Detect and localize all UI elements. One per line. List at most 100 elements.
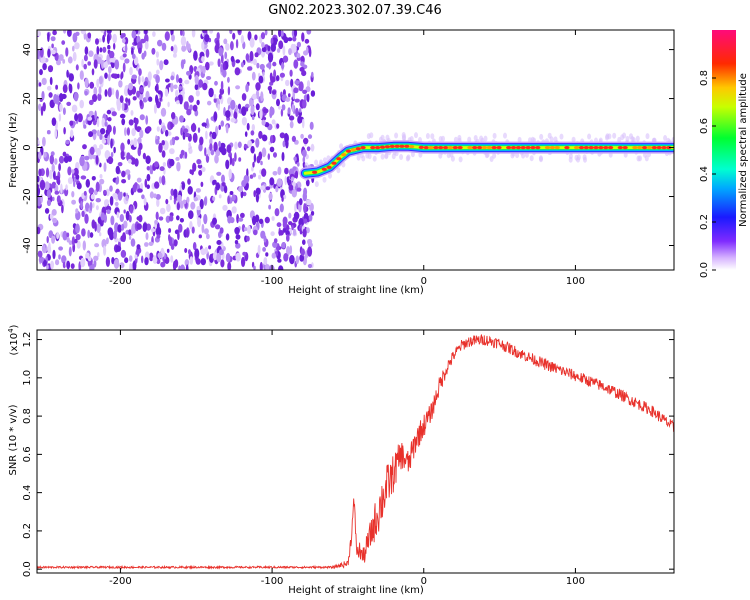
- noise-speckle: [216, 32, 220, 41]
- noise-speckle: [130, 157, 136, 165]
- noise-speckle: [245, 107, 249, 112]
- noise-speckle: [289, 69, 293, 77]
- noise-speckle: [104, 199, 109, 207]
- noise-speckle: [191, 226, 195, 234]
- noise-speckle: [122, 53, 127, 58]
- noise-speckle: [138, 142, 143, 150]
- ridge-peak: [549, 146, 556, 150]
- noise-speckle: [43, 259, 47, 267]
- noise-speckle: [259, 109, 263, 120]
- ridge-peak: [515, 146, 522, 150]
- noise-speckle: [55, 259, 60, 266]
- noise-speckle: [156, 222, 160, 230]
- noise-speckle: [105, 129, 109, 135]
- noise-speckle: [109, 196, 114, 206]
- noise-speckle: [202, 65, 206, 74]
- colorbar-tick-label: 0.6: [699, 118, 710, 134]
- noise-speckle: [170, 122, 174, 130]
- noise-speckle: [80, 200, 83, 210]
- noise-speckle: [281, 151, 285, 162]
- ridge-halo: [458, 156, 463, 163]
- noise-speckle: [280, 108, 284, 117]
- noise-speckle: [231, 157, 235, 167]
- noise-speckle: [122, 62, 126, 73]
- noise-speckle: [227, 86, 231, 96]
- noise-speckle: [120, 235, 126, 242]
- noise-speckle: [172, 53, 177, 58]
- noise-speckle: [309, 121, 314, 130]
- noise-speckle: [83, 124, 87, 129]
- noise-speckle: [196, 206, 201, 211]
- ridge-peak: [578, 146, 585, 150]
- colorbar-tick-label: 0.2: [699, 214, 710, 230]
- noise-speckle: [82, 144, 87, 150]
- noise-speckle: [128, 235, 132, 240]
- noise-speckle: [220, 80, 224, 91]
- noise-speckle: [126, 152, 131, 162]
- noise-speckle: [244, 103, 250, 109]
- noise-speckle: [89, 266, 94, 270]
- noise-speckle: [213, 141, 218, 153]
- noise-speckle: [276, 48, 281, 53]
- noise-speckle: [63, 127, 66, 135]
- noise-speckle: [262, 71, 265, 76]
- noise-speckle: [165, 78, 170, 83]
- noise-speckle: [89, 146, 95, 155]
- noise-speckle: [70, 129, 74, 138]
- noise-speckle: [230, 41, 234, 51]
- noise-speckle: [62, 59, 66, 64]
- noise-speckle: [141, 76, 145, 83]
- noise-speckle: [234, 141, 238, 150]
- noise-speckle: [76, 240, 81, 249]
- noise-speckle: [286, 234, 290, 242]
- noise-speckle: [279, 132, 286, 139]
- noise-speckle: [103, 162, 107, 173]
- noise-speckle: [178, 77, 183, 84]
- snr-x-axis-label: Height of straight line (km): [288, 585, 424, 596]
- noise-speckle: [197, 127, 201, 133]
- ridge-peak: [467, 146, 473, 150]
- noise-speckle: [154, 181, 160, 189]
- noise-speckle: [50, 36, 56, 42]
- noise-speckle: [127, 173, 131, 181]
- noise-speckle: [213, 111, 218, 122]
- noise-speckle: [291, 43, 297, 53]
- ridge-halo: [576, 156, 580, 163]
- noise-speckle: [269, 146, 275, 153]
- noise-speckle: [38, 82, 42, 87]
- noise-speckle: [199, 79, 204, 87]
- noise-speckle: [261, 46, 267, 53]
- colorbar-tick-label: 0.8: [699, 70, 710, 86]
- ridge-peak: [661, 146, 667, 150]
- noise-speckle: [290, 78, 294, 88]
- noise-speckle: [270, 231, 275, 237]
- noise-speckle: [148, 241, 154, 246]
- noise-speckle: [149, 164, 153, 175]
- noise-speckle: [155, 194, 161, 200]
- noise-speckle: [259, 63, 265, 70]
- noise-speckle: [287, 107, 291, 115]
- noise-speckle: [191, 30, 196, 38]
- ridge-halo: [314, 181, 319, 188]
- noise-speckle: [120, 33, 124, 39]
- noise-speckle: [247, 140, 253, 148]
- noise-speckle: [142, 223, 148, 232]
- ridge-halo: [612, 132, 617, 139]
- ridge-halo: [492, 132, 497, 139]
- noise-speckle: [120, 223, 125, 231]
- noise-speckle: [296, 52, 301, 59]
- noise-speckle: [107, 117, 112, 122]
- ridge-halo: [328, 172, 332, 179]
- noise-speckle: [83, 54, 88, 62]
- noise-speckle: [175, 89, 179, 97]
- noise-speckle: [124, 257, 129, 264]
- noise-speckle: [171, 136, 176, 146]
- noise-speckle: [269, 106, 275, 116]
- noise-speckle: [51, 209, 57, 216]
- noise-speckle: [226, 144, 232, 154]
- noise-speckle: [136, 177, 142, 183]
- noise-speckle: [179, 218, 184, 223]
- noise-speckle: [256, 62, 260, 69]
- noise-speckle: [193, 50, 198, 61]
- noise-speckle: [68, 240, 73, 246]
